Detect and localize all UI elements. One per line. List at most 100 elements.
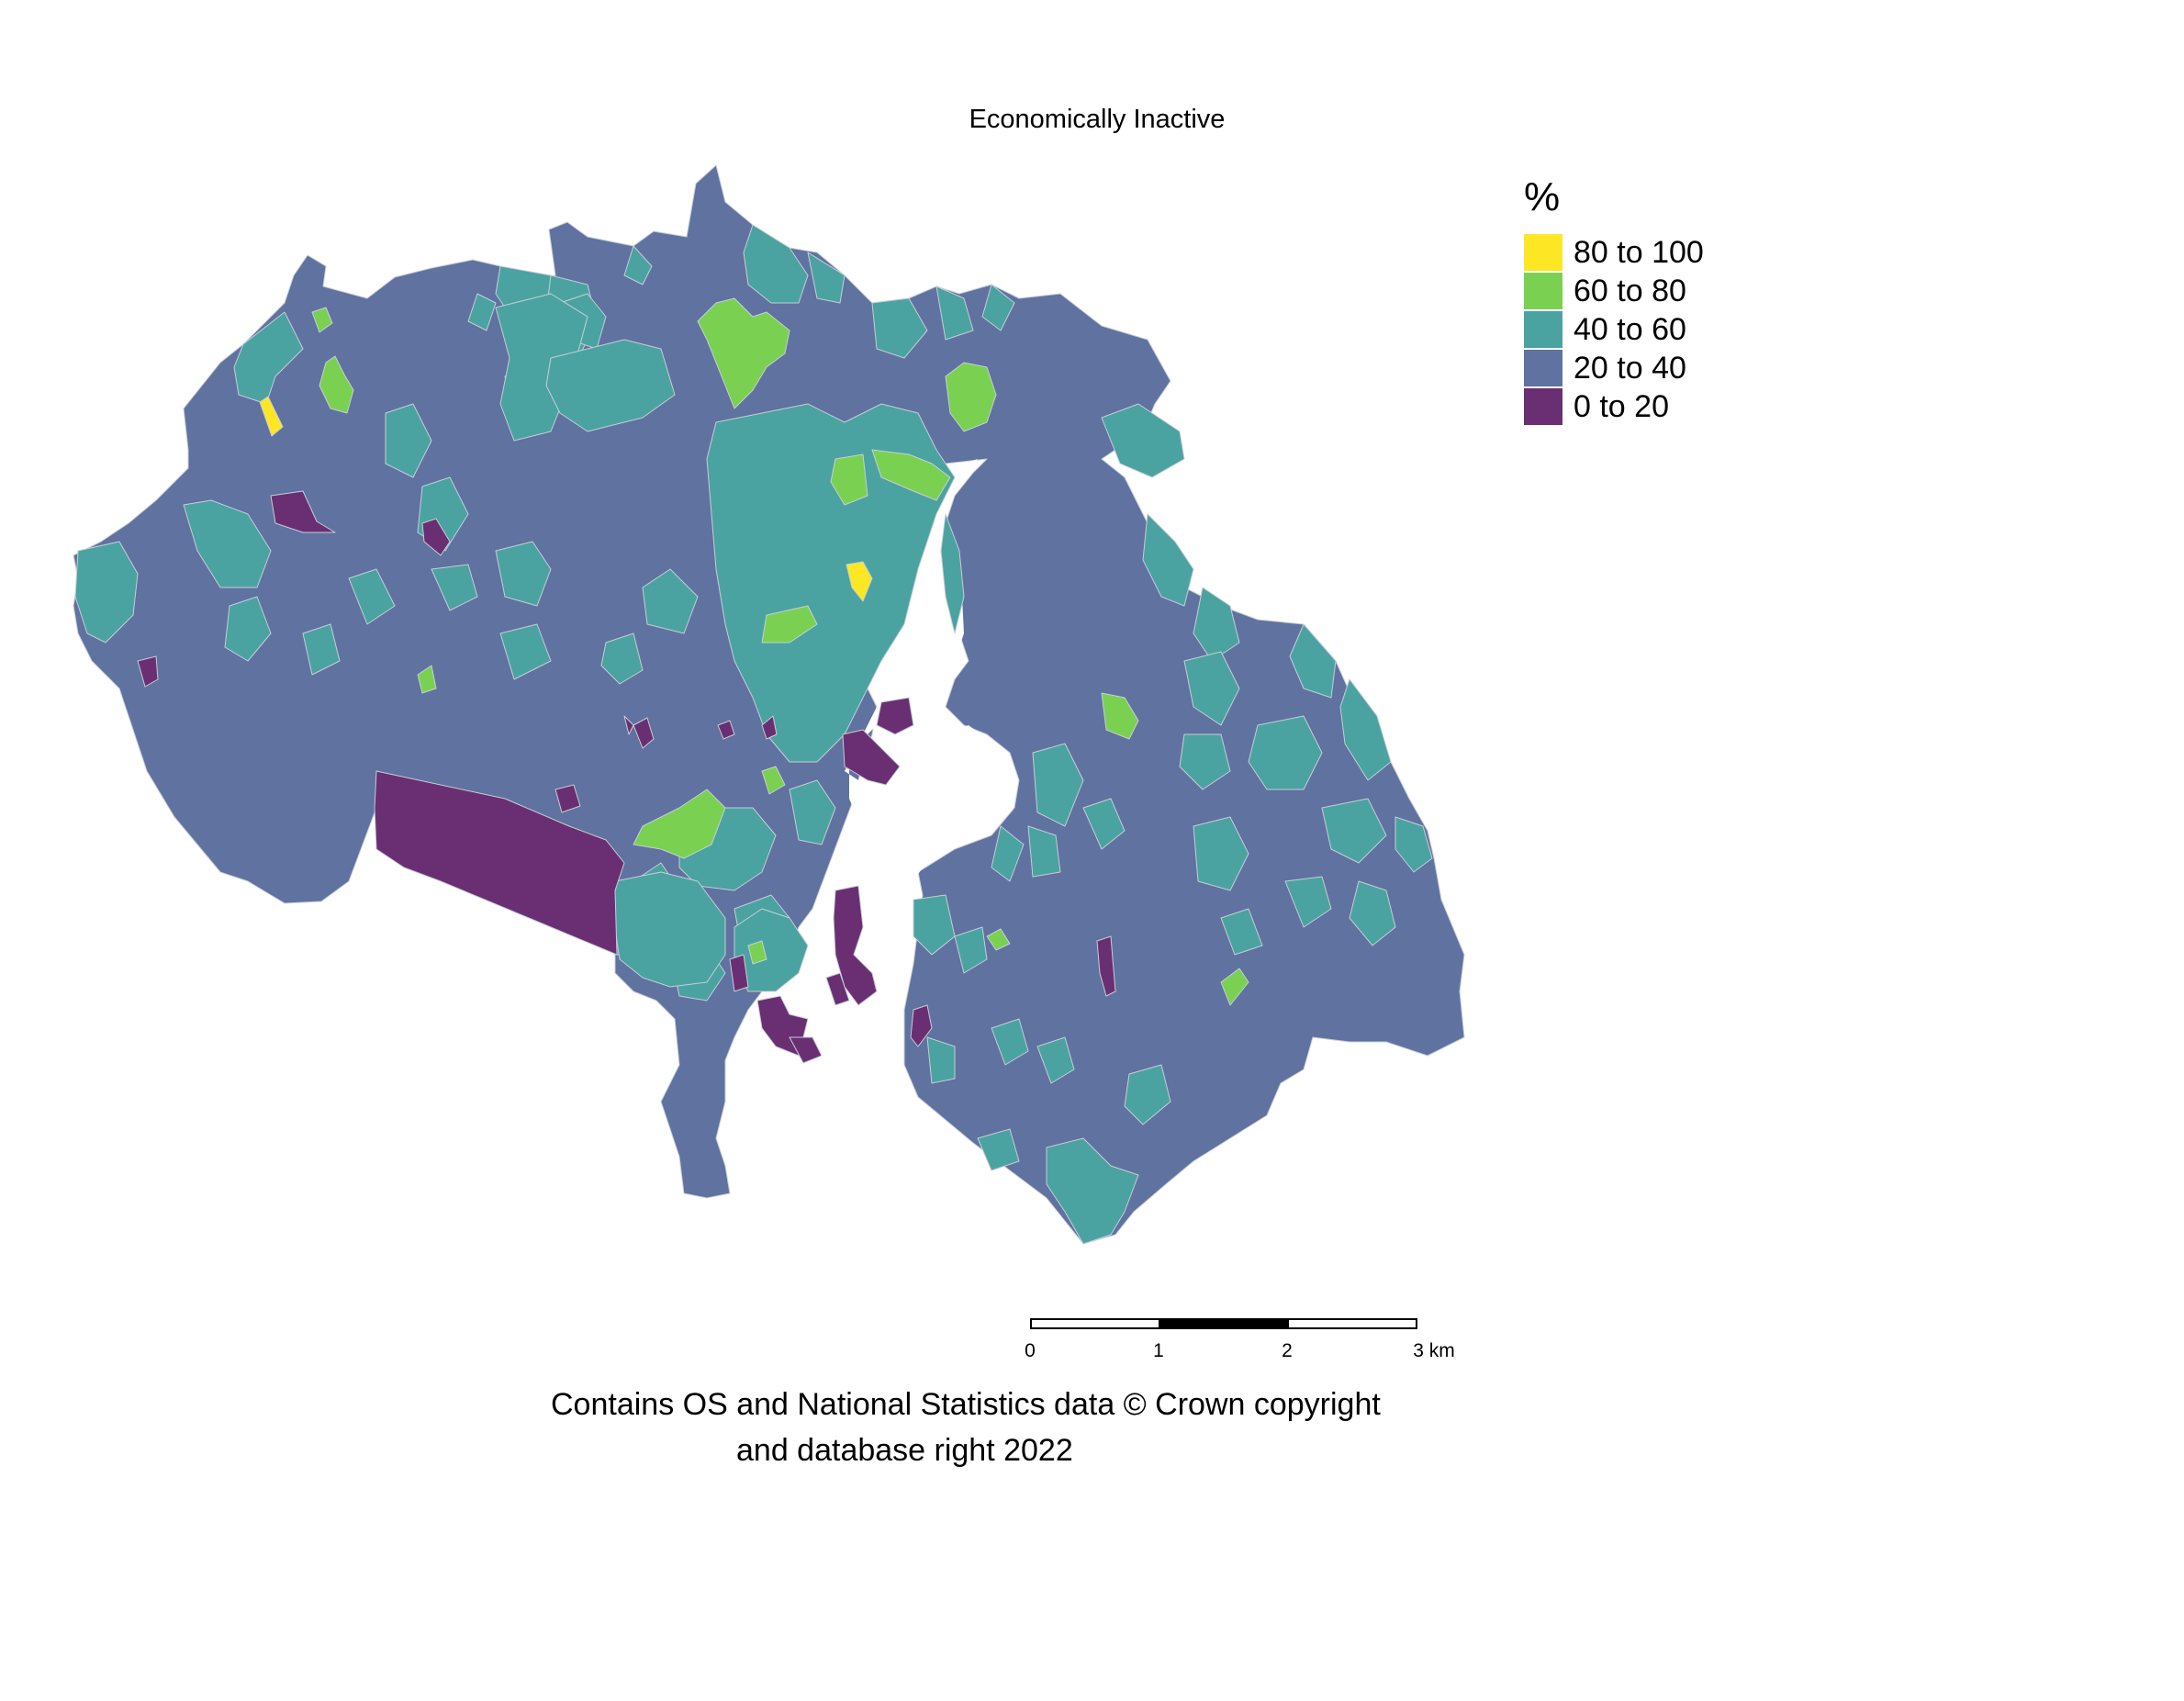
legend-swatch [1524, 273, 1562, 309]
region-40-60 [1179, 733, 1231, 790]
map-title: Economically Inactive [969, 105, 1226, 134]
region-40-60 [1036, 1036, 1075, 1084]
legend-entries: 80 to 100 60 to 80 40 to 60 20 to 40 0 to 20 [1524, 233, 1704, 426]
region-60-80 [697, 297, 790, 409]
legend-label: 0 to 20 [1574, 388, 1669, 424]
region-0-20 [717, 720, 735, 740]
scale-tick-3: 3 km [1413, 1340, 1455, 1361]
region-0-20 [876, 697, 914, 735]
region-0-20 [761, 715, 778, 740]
region-60-80 [830, 453, 868, 506]
region-40-60 [935, 285, 974, 341]
region-40-60 [1027, 825, 1061, 878]
region-40-60 [495, 541, 552, 607]
region-40-60 [612, 871, 726, 988]
region-0-20 [789, 1036, 823, 1064]
map-regions [73, 164, 1465, 1245]
region-40-60 [1046, 1137, 1139, 1245]
region-40-60 [545, 339, 676, 432]
legend-swatch [1524, 350, 1562, 386]
dock-gap-1 [748, 1028, 769, 1125]
region-40-60 [954, 926, 988, 974]
region-40-60 [385, 403, 432, 478]
scale-segment-white [1030, 1318, 1160, 1329]
region-0-20 [374, 770, 625, 956]
region-40-60 [913, 894, 956, 956]
region-40-60 [224, 596, 272, 662]
region-40-60 [183, 499, 272, 588]
region-40-60 [1289, 623, 1337, 699]
legend-entry: 20 to 40 [1524, 349, 1704, 387]
region-40-60 [233, 311, 304, 405]
scale-tick-2: 2 [1282, 1340, 1293, 1361]
region-40-60 [1394, 816, 1433, 873]
region-40-60 [1284, 876, 1332, 928]
region-40-60 [1349, 880, 1396, 946]
region-60-80 [417, 665, 437, 694]
region-60-80 [986, 928, 1011, 951]
region-60-80 [311, 307, 333, 333]
region-40-60 [1193, 816, 1249, 891]
region-40-60 [1142, 513, 1194, 607]
region-0-20 [842, 729, 901, 786]
legend-entry: 40 to 60 [1524, 310, 1704, 349]
legend-label: 60 to 80 [1574, 273, 1686, 308]
legend-entry: 0 to 20 [1524, 387, 1704, 426]
region-40-60 [74, 541, 139, 643]
region-40-60 [1032, 743, 1084, 827]
legend-label: 20 to 40 [1574, 350, 1686, 386]
region-60-80 [761, 766, 786, 795]
region-40-60 [302, 623, 341, 676]
region-40-60 [940, 513, 965, 634]
region-40-60 [642, 568, 699, 634]
region-40-60 [1193, 587, 1240, 662]
region-40-60 [431, 564, 478, 611]
region-0-20 [833, 885, 878, 1006]
legend-swatch [1524, 388, 1562, 425]
region-40-60 [981, 284, 1015, 331]
region-40-60 [467, 293, 497, 331]
region-40-60 [600, 632, 644, 685]
region-60-80 [945, 362, 997, 432]
region-0-20 [270, 490, 336, 533]
region-40-60 [807, 252, 846, 304]
river [826, 459, 1010, 1083]
region-40-60 [977, 1128, 1020, 1171]
region-0-20 [729, 954, 749, 992]
region-40-60 [743, 224, 809, 304]
scale-segment-black [1159, 1318, 1289, 1329]
region-0-20 [421, 518, 451, 556]
region-60-80 [761, 605, 818, 643]
region-80-100 [846, 561, 873, 602]
region-60-80 [747, 940, 767, 965]
credit-line-2: and database right 2022 [736, 1433, 1073, 1468]
scale-tick-1: 1 [1153, 1340, 1164, 1361]
region-40-60 [623, 245, 653, 285]
region-0-20 [137, 655, 159, 688]
region-40-60 [871, 297, 928, 359]
region-40-60 [499, 623, 552, 680]
legend-title: % [1524, 174, 1561, 219]
region-60-80 [1220, 968, 1249, 1006]
region-40-60 [1183, 651, 1240, 726]
region-80-100 [259, 396, 284, 437]
legend-swatch [1524, 311, 1562, 348]
region-40-60 [1321, 798, 1387, 864]
region-40-60 [1339, 678, 1392, 781]
scale-tick-0: 0 [1025, 1340, 1036, 1361]
region-40-60 [991, 825, 1025, 882]
copyright-credit: Contains OS and National Statistics data… [551, 1382, 1744, 1473]
legend: % 80 to 100 60 to 80 40 to 60 20 to 40 0 to … [1524, 174, 1704, 426]
region-60-80 [1101, 692, 1139, 740]
scale-segment-white [1287, 1318, 1417, 1329]
legend-entry: 60 to 80 [1524, 272, 1704, 310]
region-40-60 [991, 1018, 1029, 1066]
region-40-60 [706, 403, 956, 763]
legend-label: 40 to 60 [1574, 311, 1686, 347]
region-0-20 [633, 717, 655, 749]
region-40-60 [789, 779, 836, 845]
region-40-60 [495, 293, 588, 442]
scale-bar: 0 1 2 3 km [1025, 1318, 1455, 1364]
legend-entry: 80 to 100 [1524, 233, 1704, 272]
region-60-80 [633, 789, 726, 859]
